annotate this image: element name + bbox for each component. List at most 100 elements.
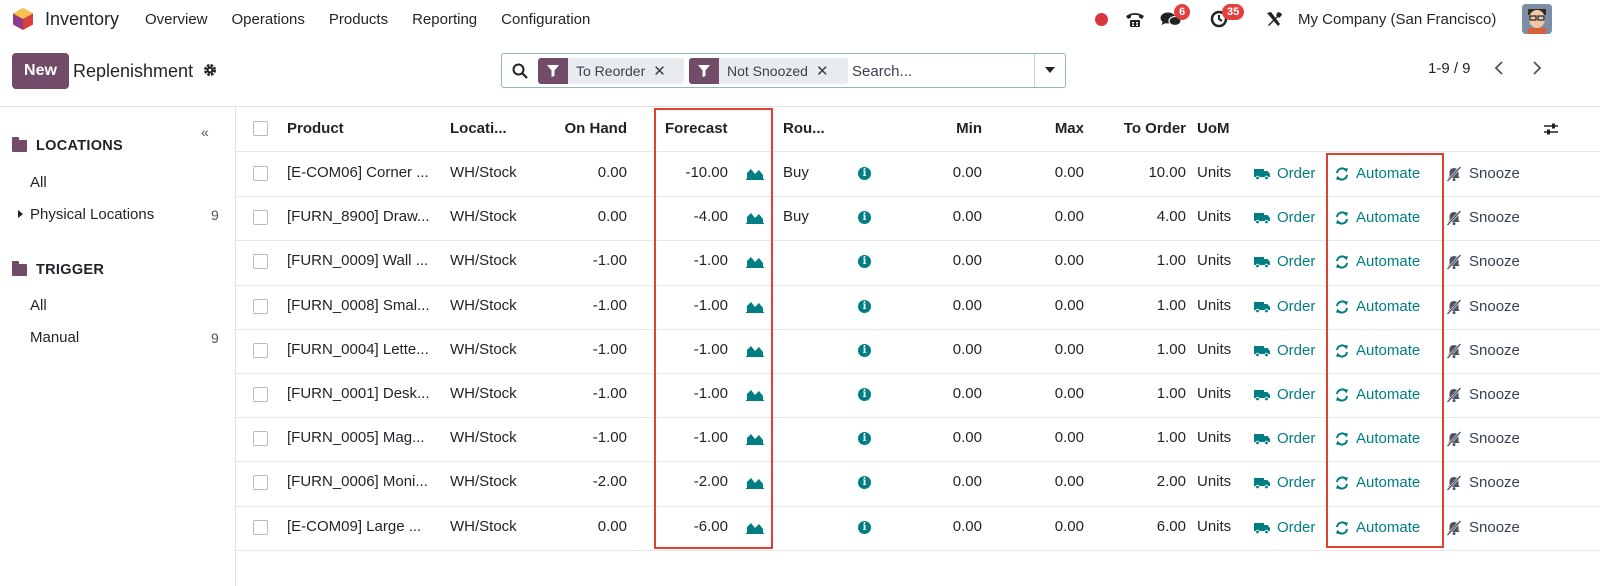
info-icon[interactable]: i — [858, 388, 871, 401]
column-header-to-order[interactable]: To Order — [1123, 120, 1186, 137]
optional-columns-icon[interactable] — [1543, 121, 1559, 137]
column-header-min[interactable]: Min — [956, 120, 982, 137]
automate-button[interactable]: Automate — [1335, 386, 1420, 403]
order-button[interactable]: Order — [1254, 386, 1315, 403]
product-cell[interactable]: [FURN_0005] Mag... — [287, 429, 425, 446]
product-cell[interactable]: [FURN_0006] Moni... — [287, 473, 428, 490]
search-options-toggle-icon[interactable] — [1045, 67, 1055, 73]
automate-button[interactable]: Automate — [1335, 519, 1420, 536]
route-cell[interactable]: Buy — [783, 164, 809, 181]
max-cell[interactable]: 0.00 — [1054, 473, 1084, 490]
product-cell[interactable]: [FURN_0004] Lette... — [287, 341, 429, 358]
forecast-graph-icon[interactable] — [746, 476, 764, 493]
route-cell[interactable]: Buy — [783, 208, 809, 225]
tools-icon[interactable] — [1265, 10, 1283, 28]
menu-overview[interactable]: Overview — [145, 11, 208, 28]
pager-value[interactable]: 1-9 / 9 — [1428, 60, 1471, 77]
sidebar-item-physical-locations[interactable]: Physical Locations — [30, 206, 155, 223]
info-icon[interactable]: i — [858, 521, 871, 534]
forecast-graph-icon[interactable] — [746, 211, 764, 228]
snooze-button[interactable]: Snooze — [1446, 386, 1520, 403]
search-icon[interactable] — [512, 63, 528, 79]
snooze-button[interactable]: Snooze — [1446, 474, 1520, 491]
forecast-graph-icon[interactable] — [746, 432, 764, 449]
gear-icon[interactable] — [203, 63, 217, 77]
automate-button[interactable]: Automate — [1335, 209, 1420, 226]
row-checkbox[interactable] — [253, 520, 268, 535]
to-order-cell[interactable]: 1.00 — [1156, 385, 1186, 402]
max-cell[interactable]: 0.00 — [1054, 385, 1084, 402]
automate-button[interactable]: Automate — [1335, 342, 1420, 359]
collapse-sidebar-icon[interactable]: « — [201, 124, 209, 140]
row-checkbox[interactable] — [253, 387, 268, 402]
column-header-uom[interactable]: UoM — [1197, 120, 1230, 137]
info-icon[interactable]: i — [858, 167, 871, 180]
forecast-graph-icon[interactable] — [746, 300, 764, 317]
sidebar-item-all-locations[interactable]: All — [30, 174, 47, 191]
snooze-button[interactable]: Snooze — [1446, 209, 1520, 226]
pager-previous-icon[interactable] — [1494, 60, 1504, 76]
snooze-button[interactable]: Snooze — [1446, 342, 1520, 359]
order-button[interactable]: Order — [1254, 253, 1315, 270]
to-order-cell[interactable]: 1.00 — [1156, 297, 1186, 314]
company-switcher[interactable]: My Company (San Francisco) — [1298, 11, 1497, 28]
max-cell[interactable]: 0.00 — [1054, 208, 1084, 225]
forecast-graph-icon[interactable] — [746, 255, 764, 272]
max-cell[interactable]: 0.00 — [1054, 252, 1084, 269]
min-cell[interactable]: 0.00 — [952, 164, 982, 181]
max-cell[interactable]: 0.00 — [1054, 297, 1084, 314]
automate-button[interactable]: Automate — [1335, 298, 1420, 315]
order-button[interactable]: Order — [1254, 165, 1315, 182]
min-cell[interactable]: 0.00 — [952, 385, 982, 402]
column-header-max[interactable]: Max — [1054, 120, 1084, 137]
min-cell[interactable]: 0.00 — [952, 473, 982, 490]
automate-button[interactable]: Automate — [1335, 430, 1420, 447]
max-cell[interactable]: 0.00 — [1054, 429, 1084, 446]
forecast-graph-icon[interactable] — [746, 344, 764, 361]
min-cell[interactable]: 0.00 — [952, 429, 982, 446]
sidebar-item-all-triggers[interactable]: All — [30, 297, 47, 314]
row-checkbox[interactable] — [253, 210, 268, 225]
product-cell[interactable]: [E-COM09] Large ... — [287, 518, 422, 535]
automate-button[interactable]: Automate — [1335, 165, 1420, 182]
product-cell[interactable]: [FURN_0008] Smal... — [287, 297, 430, 314]
app-name[interactable]: Inventory — [45, 9, 120, 29]
snooze-button[interactable]: Snooze — [1446, 165, 1520, 182]
user-avatar[interactable] — [1522, 4, 1552, 34]
inventory-app-icon[interactable] — [12, 7, 34, 31]
snooze-button[interactable]: Snooze — [1446, 298, 1520, 315]
info-icon[interactable]: i — [858, 211, 871, 224]
pager-next-icon[interactable] — [1532, 60, 1542, 76]
info-icon[interactable]: i — [858, 300, 871, 313]
recording-indicator-icon[interactable] — [1095, 13, 1108, 26]
to-order-cell[interactable]: 1.00 — [1156, 341, 1186, 358]
forecast-graph-icon[interactable] — [746, 167, 764, 184]
order-button[interactable]: Order — [1254, 342, 1315, 359]
info-icon[interactable]: i — [858, 476, 871, 489]
order-button[interactable]: Order — [1254, 430, 1315, 447]
sidebar-item-manual[interactable]: Manual — [30, 329, 80, 346]
to-order-cell[interactable]: 1.00 — [1156, 429, 1186, 446]
menu-reporting[interactable]: Reporting — [412, 11, 478, 28]
product-cell[interactable]: [FURN_8900] Draw... — [287, 208, 430, 225]
product-cell[interactable]: [E-COM06] Corner ... — [287, 164, 429, 181]
min-cell[interactable]: 0.00 — [952, 252, 982, 269]
column-header-product[interactable]: Product — [287, 120, 344, 137]
min-cell[interactable]: 0.00 — [952, 341, 982, 358]
menu-products[interactable]: Products — [328, 11, 389, 28]
column-header-route[interactable]: Rou... — [783, 120, 825, 137]
remove-facet-icon[interactable]: ✕ — [653, 63, 666, 80]
info-icon[interactable]: i — [858, 255, 871, 268]
row-checkbox[interactable] — [253, 299, 268, 314]
menu-operations[interactable]: Operations — [231, 11, 305, 28]
forecast-graph-icon[interactable] — [746, 388, 764, 405]
order-button[interactable]: Order — [1254, 519, 1315, 536]
max-cell[interactable]: 0.00 — [1054, 518, 1084, 535]
phone-icon[interactable] — [1124, 9, 1146, 29]
to-order-cell[interactable]: 4.00 — [1156, 208, 1186, 225]
info-icon[interactable]: i — [858, 432, 871, 445]
row-checkbox[interactable] — [253, 166, 268, 181]
row-checkbox[interactable] — [253, 254, 268, 269]
column-header-location[interactable]: Locati... — [450, 120, 507, 137]
row-checkbox[interactable] — [253, 475, 268, 490]
